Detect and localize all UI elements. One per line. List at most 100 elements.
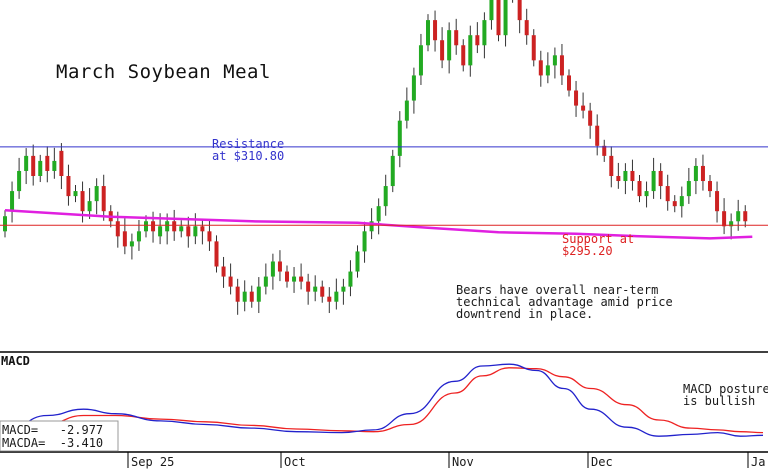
macd-note-line2: is bullish xyxy=(683,394,755,408)
moving-average-line xyxy=(4,208,753,240)
candle-body xyxy=(292,276,297,282)
candle-body xyxy=(743,211,748,222)
macd-value: MACD= -2.977 xyxy=(2,423,103,437)
candle-body xyxy=(186,226,191,237)
candle-body xyxy=(517,0,522,21)
candle-body xyxy=(369,221,374,232)
candle-body xyxy=(390,155,395,187)
candle-body xyxy=(101,186,106,212)
candle-body xyxy=(341,286,346,292)
candle-body xyxy=(538,60,543,76)
macda-line xyxy=(1,367,764,434)
candle-body xyxy=(151,221,156,232)
candle-body xyxy=(313,286,318,292)
annotation-line2: technical advantage amid price xyxy=(456,295,673,309)
candle-body xyxy=(588,110,593,126)
candle-body xyxy=(637,181,642,197)
candle-body xyxy=(468,35,473,66)
candle-body xyxy=(207,231,212,242)
candle-body xyxy=(595,125,600,146)
candle-body xyxy=(299,276,304,282)
support-label-line1: Support at xyxy=(562,232,634,246)
candle-body xyxy=(136,231,141,242)
chart-title: March Soybean Meal xyxy=(56,61,271,83)
candle-body xyxy=(574,90,579,106)
candle-body xyxy=(270,261,275,277)
candle-body xyxy=(482,20,487,46)
candle-body xyxy=(115,221,120,237)
x-tick-label: Oct xyxy=(284,455,306,469)
candle-body xyxy=(256,286,261,302)
macd-panel-label: MACD xyxy=(1,354,30,368)
candle-body xyxy=(221,266,226,277)
candle-body xyxy=(722,211,727,227)
candle-body xyxy=(158,226,163,237)
candle-body xyxy=(496,0,501,36)
candle-body xyxy=(45,155,50,171)
candle-body xyxy=(122,231,127,247)
candle-body xyxy=(651,170,656,192)
candle-body xyxy=(214,241,219,267)
candle-body xyxy=(200,226,205,232)
candle-body xyxy=(630,170,635,182)
candle-body xyxy=(334,291,339,302)
candle-body xyxy=(715,191,720,212)
candle-body xyxy=(447,30,452,61)
candle-body xyxy=(736,211,741,222)
candle-body xyxy=(383,186,388,207)
candle-body xyxy=(623,170,628,182)
candle-body xyxy=(376,206,381,222)
candle-body xyxy=(31,155,36,176)
candle-body xyxy=(708,181,712,192)
macd-value-box xyxy=(0,420,119,452)
candle-body xyxy=(73,191,78,197)
candle-body xyxy=(686,181,691,197)
candle-body xyxy=(144,221,148,232)
candle-body xyxy=(693,165,698,182)
x-tick-label: Dec xyxy=(591,455,613,469)
candle-body xyxy=(602,145,607,156)
candle-body xyxy=(531,35,536,61)
candle-body xyxy=(285,271,289,282)
candle-body xyxy=(277,261,282,272)
candle-body xyxy=(306,281,311,292)
candle-body xyxy=(475,35,480,46)
candle-body xyxy=(616,176,621,182)
candle-body xyxy=(454,30,459,46)
candles xyxy=(3,0,748,315)
candle-body xyxy=(348,271,353,287)
candle-body xyxy=(3,216,7,232)
candle-body xyxy=(129,241,134,247)
candle-body xyxy=(242,291,247,302)
candle-body xyxy=(235,286,240,302)
candle-body xyxy=(10,191,15,212)
candle-body xyxy=(94,186,99,202)
candle-body xyxy=(559,55,564,76)
candle-body xyxy=(165,221,170,232)
candle-body xyxy=(524,20,529,36)
candle-body xyxy=(59,150,64,176)
candle-body xyxy=(404,100,409,121)
resistance-label-line1: Resistance xyxy=(212,137,284,151)
macd-note-line1: MACD posture xyxy=(683,382,768,396)
candle-body xyxy=(411,75,416,101)
x-axis: Sep 25 Oct Nov Dec Ja xyxy=(127,452,765,469)
candle-body xyxy=(440,40,445,61)
annotation-line3: downtrend in place. xyxy=(456,307,593,321)
candle-body xyxy=(418,45,423,76)
candle-body xyxy=(87,201,92,212)
candle-body xyxy=(17,170,22,192)
candle-body xyxy=(672,201,677,207)
candle-body xyxy=(552,55,557,66)
candle-body xyxy=(66,176,71,197)
candle-body xyxy=(80,191,85,212)
candle-body xyxy=(193,226,198,237)
candle-body xyxy=(24,155,29,171)
candle-body xyxy=(545,65,550,76)
candle-body xyxy=(644,191,649,197)
candle-body xyxy=(263,276,268,287)
annotation-line1: Bears have overall near-term xyxy=(456,283,658,297)
support-label-line2: $295.20 xyxy=(562,244,613,258)
candle-body xyxy=(729,221,734,227)
